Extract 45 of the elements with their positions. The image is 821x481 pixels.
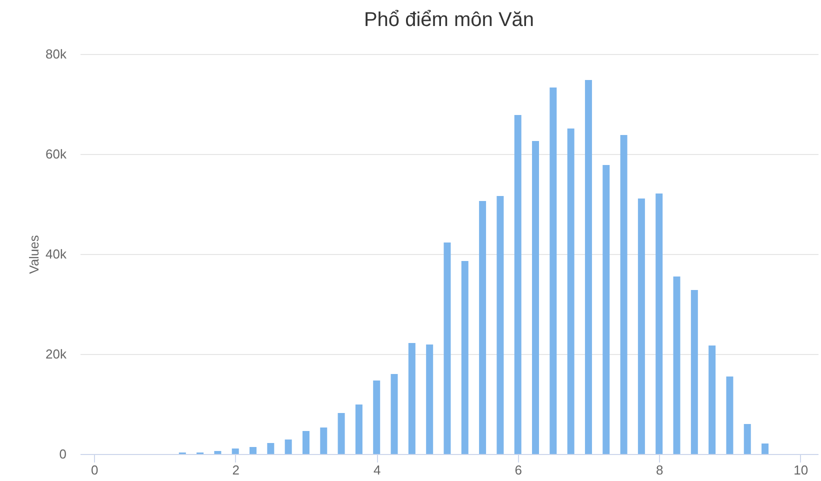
bar [373, 380, 380, 454]
x-tick-label: 8 [656, 462, 664, 478]
bar [567, 128, 574, 454]
y-axis-title: Values [26, 234, 42, 274]
bar [584, 80, 592, 454]
bar [762, 444, 769, 454]
bar [550, 88, 557, 454]
x-tick-label: 10 [794, 462, 808, 478]
x-tick-label: 0 [91, 462, 98, 478]
bar [690, 290, 698, 454]
bar [284, 440, 292, 454]
bar [744, 424, 751, 454]
bar [426, 344, 434, 454]
bar [338, 413, 345, 454]
bar [638, 198, 645, 454]
bar [390, 374, 398, 454]
bar [673, 276, 680, 454]
bar [708, 346, 716, 454]
bar [656, 194, 663, 454]
bar [302, 431, 310, 454]
bar [232, 448, 239, 454]
x-tick-label: 2 [232, 462, 240, 478]
y-tick-label: 40k [46, 246, 67, 262]
bar [602, 165, 610, 454]
y-tick-label: 80k [46, 46, 67, 62]
bar [620, 135, 628, 454]
x-tick-label: 6 [514, 462, 522, 478]
y-tick-label: 60k [46, 146, 67, 162]
bar [355, 404, 362, 454]
chart-title: Phổ điểm môn Văn [364, 9, 534, 31]
bar [479, 201, 486, 454]
bar [496, 196, 504, 454]
y-tick-label: 20k [46, 346, 67, 362]
bar [267, 443, 274, 454]
bar [532, 141, 540, 454]
bar [320, 428, 328, 454]
y-tick-label: 0 [59, 446, 66, 462]
bar [726, 376, 734, 454]
bar [408, 343, 416, 454]
bar [214, 451, 222, 454]
bar [461, 261, 468, 454]
bar [444, 242, 451, 454]
x-tick-label: 4 [373, 462, 381, 478]
bar [514, 115, 522, 454]
bar [250, 447, 257, 454]
